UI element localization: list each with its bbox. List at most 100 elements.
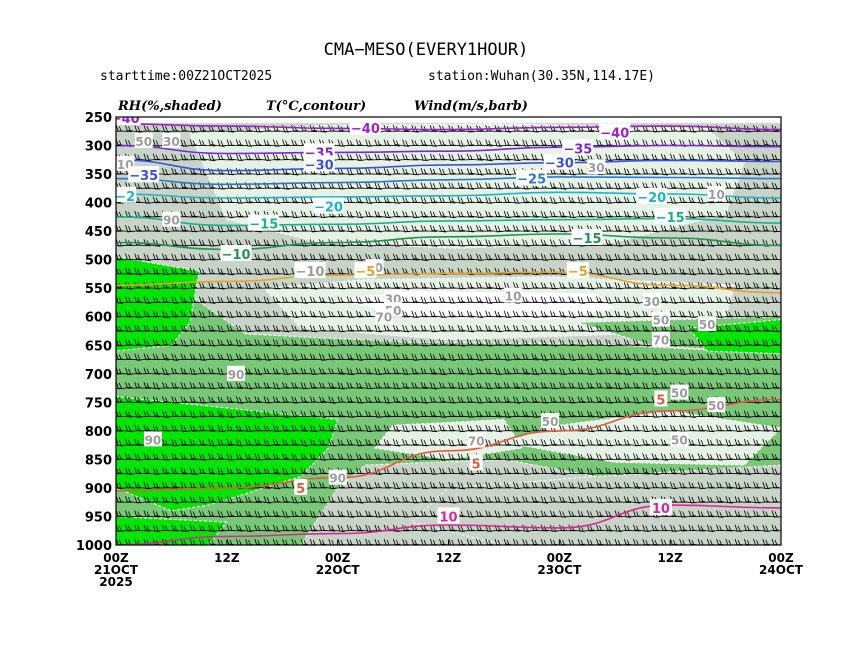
wind-barb [402,410,419,418]
wind-barb [513,139,530,147]
wind-barb [282,310,299,319]
wind-barb [411,296,428,304]
wind-barb [605,282,622,290]
wind-barb [429,410,447,418]
wind-barb [374,453,391,461]
wind-barb [337,225,354,233]
wind-barb [466,167,484,176]
wind-barb [355,282,373,290]
wind-barb [346,153,364,161]
wind-barb [217,210,234,218]
wind-barb [429,225,447,233]
header-wind: Wind(m/s,barb) [414,99,528,114]
temperature-contour-label: −15 [571,228,603,247]
wind-barb [319,253,336,262]
wind-barb [300,424,318,433]
wind-barb [503,396,521,404]
temperature-contour-label: −35 [128,166,160,184]
wind-barb [660,296,678,304]
wind-barb [300,467,318,475]
temperature-contour-label: −10 [220,244,252,263]
wind-barb [374,353,391,361]
wind-barb [568,339,585,347]
x-tick-label: 2025 [99,575,132,589]
wind-barb [549,225,567,233]
wind-barb [254,153,271,161]
wind-barb [235,424,253,433]
wind-barb [346,210,364,219]
wind-barb [171,239,188,247]
wind-barb [697,381,715,390]
y-tick-label: 600 [85,311,112,326]
wind-barb [614,167,632,176]
wind-barb [596,396,613,404]
rh-contour-label: 50 [134,132,153,149]
wind-barb [753,339,770,347]
wind-barb [485,424,502,433]
wind-barb [540,282,558,290]
wind-barb [513,381,530,390]
wind-barb [559,453,576,461]
wind-barb [171,339,188,347]
wind-barb [125,125,142,133]
rh-contour-label: 90 [328,469,347,486]
rh-contour-label: 10 [504,287,523,304]
wind-barb [439,210,456,219]
wind-barb [226,439,244,447]
wind-barb [586,210,604,218]
rh-contour-label: 90 [162,211,181,228]
wind-barb [725,196,742,204]
wind-barb [254,353,271,361]
temperature-contour-label: −40 [599,123,631,141]
wind-barb [198,153,216,162]
header-temperature: T(°C,contour) [266,99,366,114]
wind-barb [355,381,373,390]
wind-barb [457,467,475,476]
temperature-contour-label: −2 [116,186,137,205]
wind-barb [771,410,781,418]
x-tick-label: 12Z [214,551,240,565]
wind-barb [485,324,502,333]
wind-barb [706,267,724,276]
x-axis: 00Z24OCT12Z00Z23OCT12Z00Z22OCT12Z00Z21OC… [94,540,804,589]
wind-barb [319,396,336,404]
y-tick-label: 900 [85,482,112,497]
y-tick-label: 650 [85,339,112,354]
temperature-contour-label: 10 [437,507,460,525]
wind-barb [309,410,327,418]
temperature-contour-label: −15 [248,214,280,233]
wind-barb [328,282,345,290]
wind-barb [568,196,585,204]
wind-barb [633,239,650,247]
wind-barb [753,296,770,304]
wind-barb [134,296,151,304]
wind-barb [743,210,761,219]
wind-barb [679,310,696,318]
wind-barb [180,324,197,333]
wind-barb [272,324,290,333]
temperature-contour-label: −25 [516,169,548,188]
wind-barb [226,396,244,404]
wind-barb [254,253,271,261]
wind-barb [152,125,170,133]
wind-barb [623,210,641,219]
wind-barb [716,353,733,361]
wind-barb [346,396,364,404]
wind-barb [291,439,308,447]
wind-barb [614,225,632,233]
wind-barb [476,196,493,204]
wind-barb [198,439,216,447]
wind-barb [365,182,382,190]
wind-barb [642,467,659,476]
rh-contour-label: 50 [670,431,689,447]
wind-barb [762,182,779,190]
wind-barb [531,353,548,361]
wind-barb [596,439,613,447]
rh-contour-label: 30 [587,159,606,175]
rh-contour-label: 50 [707,397,726,413]
wind-barb [688,253,705,262]
wind-barb [420,381,438,390]
wind-barb [549,367,567,375]
wind-barb [771,167,781,175]
temperature-contour-label: −30 [543,153,575,172]
